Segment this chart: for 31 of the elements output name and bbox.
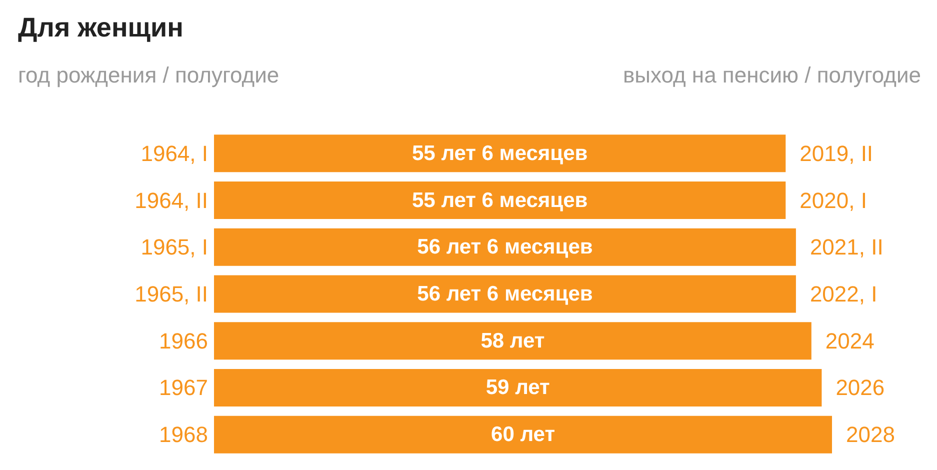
bar	[214, 275, 796, 313]
bar	[214, 322, 812, 360]
bar	[214, 182, 786, 220]
y-tick-label: 1966	[159, 328, 208, 354]
y-tick-label: 1965, I	[140, 234, 208, 260]
chart-title: Для женщин	[18, 12, 184, 42]
data-label: 60 лет	[491, 423, 555, 446]
data-label: 56 лет 6 месяцев	[417, 282, 593, 306]
annotation: 2019, II	[800, 140, 874, 166]
annotation: 2022, I	[810, 282, 878, 306]
data-label: 55 лет 6 месяцев	[412, 188, 588, 212]
y-tick-label: 1968	[159, 422, 208, 448]
data-label: 56 лет 6 месяцев	[417, 236, 593, 259]
y-tick-label: 1964, II	[134, 188, 208, 213]
y-tick-label: 1965, II	[134, 282, 208, 306]
y2-axis-title: выход на пенсию / полугодие	[622, 62, 921, 88]
data-label: 55 лет 6 месяцев	[412, 142, 588, 165]
bar	[214, 416, 832, 454]
bar	[214, 228, 796, 266]
y-tick-label: 1964, I	[140, 140, 208, 166]
bar	[214, 368, 822, 406]
y-axis-title: год рождения / полугодие	[18, 62, 280, 88]
bar	[214, 134, 786, 172]
annotation: 2020, I	[800, 188, 867, 213]
data-label: 58 лет	[480, 329, 545, 352]
annotation: 2024	[825, 328, 874, 354]
annotation: 2021, II	[810, 234, 884, 260]
data-label: 59 лет	[486, 376, 550, 400]
text: 2028	[846, 422, 895, 448]
text: 2026	[836, 375, 885, 400]
y-tick-label: 1967	[159, 375, 208, 400]
